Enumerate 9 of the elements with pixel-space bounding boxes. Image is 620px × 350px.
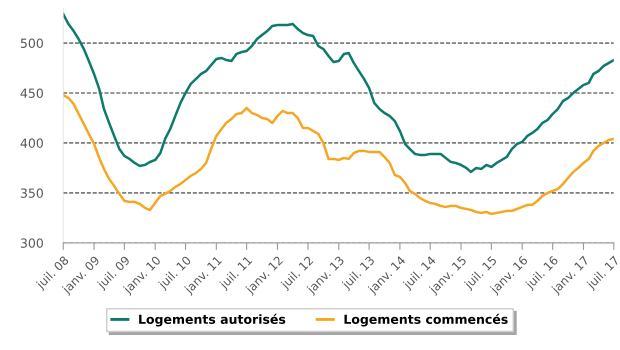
y-tick-label: 400 [20, 138, 43, 148]
y-tick-label: 350 [20, 188, 43, 198]
y-tick-label: 300 [20, 238, 43, 248]
legend-label: Logements commencés [344, 314, 508, 326]
legend-label: Logements autorisés [139, 314, 286, 326]
line-series [63, 12, 614, 174]
y-tick-label: 450 [20, 88, 43, 98]
y-tick-label: 500 [20, 38, 43, 48]
line-series [63, 94, 614, 216]
